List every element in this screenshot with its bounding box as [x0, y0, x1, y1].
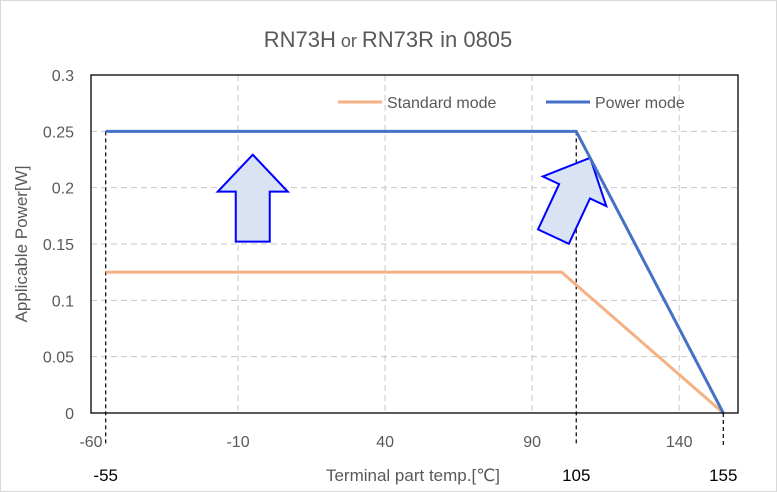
- y-tick-label: 0.05: [43, 350, 74, 367]
- series-lines: [105, 129, 725, 415]
- y-tick-labels: 0 0.05 0.1 0.15 0.2 0.25 0.3: [43, 68, 74, 423]
- y-axis-label: Applicable Power[W]: [12, 166, 31, 323]
- marker-label: -55: [93, 466, 118, 485]
- chart-title-end: RN73R in 0805: [362, 27, 512, 52]
- y-tick-label: 0.25: [43, 124, 74, 141]
- series-line-standard-mode: [105, 270, 725, 415]
- x-tick-label: -60: [79, 434, 102, 451]
- series-line-power-mode: [105, 129, 725, 414]
- legend-label: Power mode: [595, 95, 685, 112]
- arrows: [215, 153, 608, 246]
- y-tick-label: 0.2: [52, 181, 74, 198]
- plot-frame: [90, 74, 739, 414]
- legend: Standard mode Power mode: [338, 95, 685, 112]
- marker-labels: -55 105 155: [93, 466, 737, 485]
- x-tick-labels: -60 -10 40 90 140: [79, 434, 692, 451]
- y-tick-label: 0.15: [43, 237, 74, 254]
- legend-label: Standard mode: [387, 95, 497, 112]
- x-axis-label: Terminal part temp.[℃]: [326, 466, 500, 485]
- x-tick-label: 40: [376, 434, 394, 451]
- y-tick-label: 0: [65, 406, 74, 423]
- chart-title-mid: or: [336, 31, 362, 51]
- arrow-up: [215, 153, 291, 243]
- y-tick-label: 0.3: [52, 68, 74, 85]
- x-tick-label: 140: [666, 434, 693, 451]
- chart-title-main: RN73H: [264, 27, 336, 52]
- x-tick-label: -10: [226, 434, 249, 451]
- y-tick-label: 0.1: [52, 293, 74, 310]
- marker-label: 105: [562, 466, 590, 485]
- marker-label: 155: [709, 466, 737, 485]
- chart-title: RN73H or RN73R in 0805: [264, 27, 513, 52]
- x-tick-label: 90: [523, 434, 541, 451]
- arrow-up-right: [536, 156, 608, 246]
